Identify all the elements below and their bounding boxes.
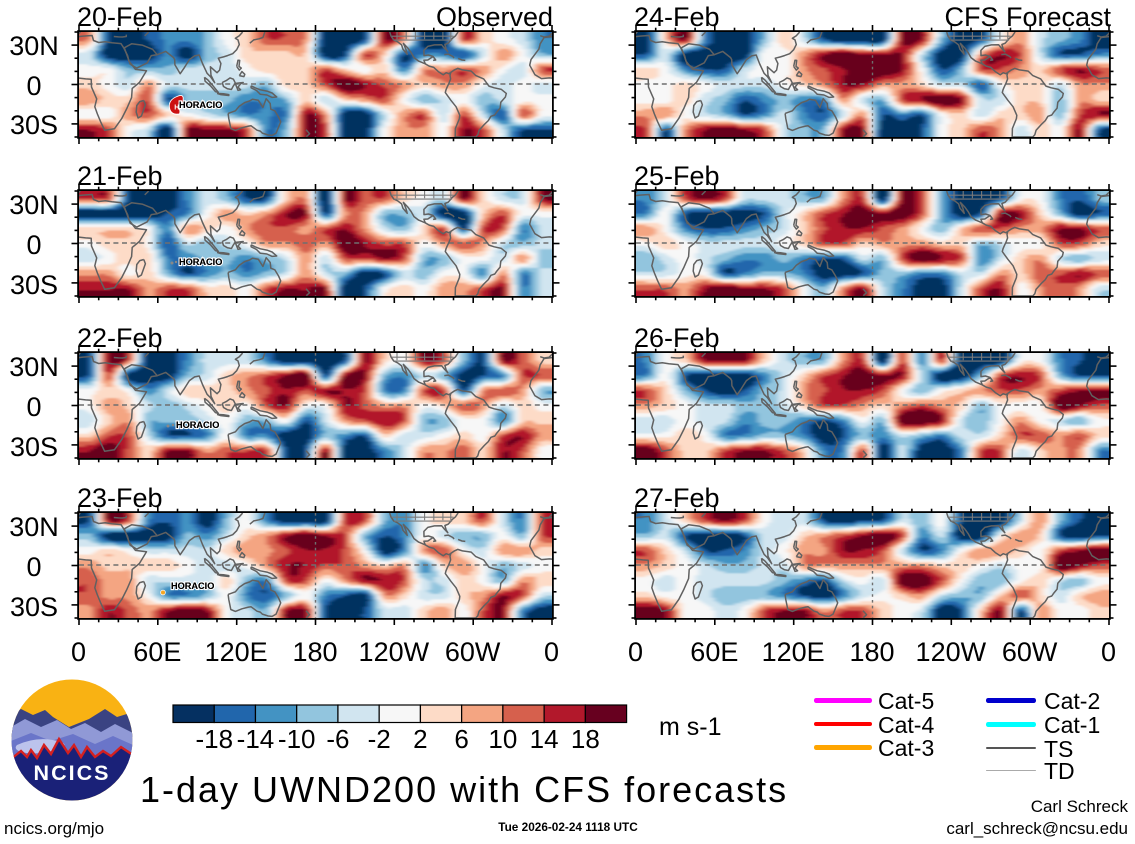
svg-text:HORACIO: HORACIO — [179, 100, 222, 110]
svg-text:HORACIO: HORACIO — [171, 581, 214, 591]
svg-text:HORACIO: HORACIO — [176, 420, 219, 430]
svg-text:HORACIO: HORACIO — [171, 581, 214, 591]
svg-text:H: H — [174, 104, 179, 111]
svg-text:HORACIO: HORACIO — [179, 257, 222, 267]
svg-text:HORACIO: HORACIO — [179, 100, 222, 110]
svg-text:HORACIO: HORACIO — [176, 420, 219, 430]
svg-text:HORACIO: HORACIO — [179, 257, 222, 267]
svg-text:NCICS: NCICS — [34, 761, 111, 785]
